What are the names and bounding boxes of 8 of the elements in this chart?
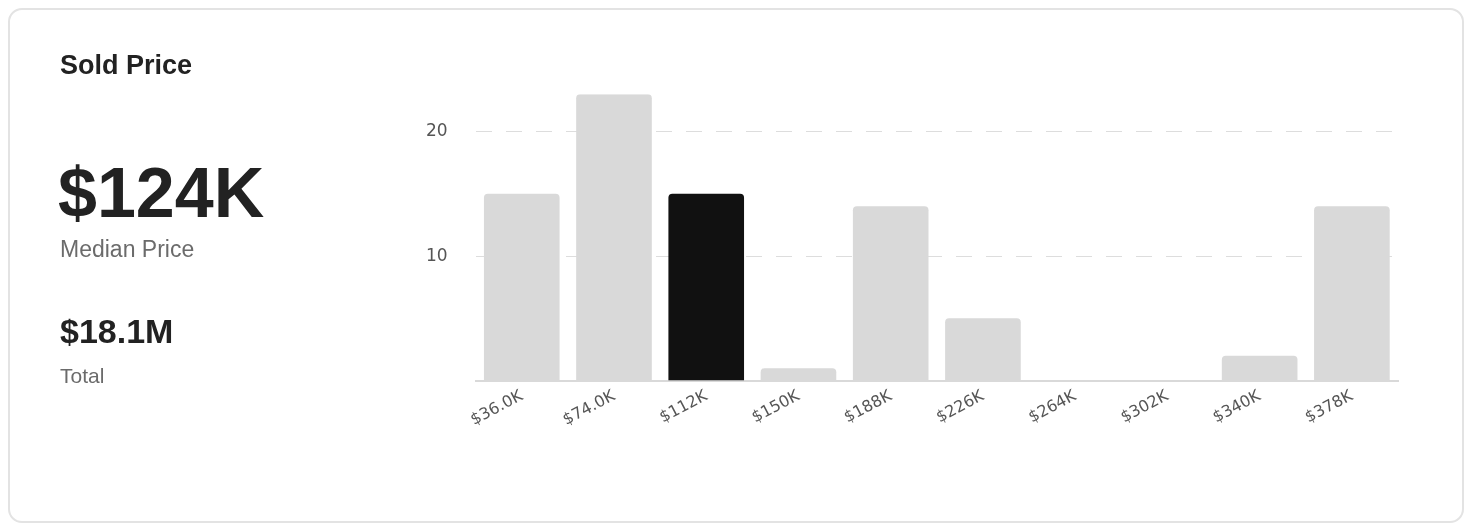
y-tick-label: 20 <box>425 119 448 140</box>
text: Total <box>60 364 105 388</box>
text: $18.1M <box>60 312 174 351</box>
bar <box>668 193 745 381</box>
text: $124K <box>58 153 265 233</box>
text: Median Price <box>60 236 195 263</box>
text: Sold Price <box>60 50 193 81</box>
y-tick-label: 10 <box>425 244 448 265</box>
